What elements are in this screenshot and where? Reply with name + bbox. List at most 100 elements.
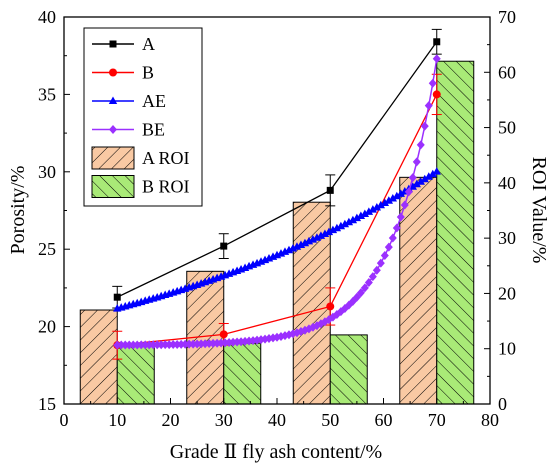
triangle-marker: [328, 225, 338, 234]
triangle-marker: [376, 200, 386, 209]
y-axis-label: Porosity/%: [7, 166, 29, 255]
diamond-marker: [388, 233, 397, 243]
y-tick-label: 30: [38, 162, 56, 182]
bar-hatch: [436, 60, 475, 405]
bar-hatch: [79, 309, 118, 405]
diamond-marker: [392, 223, 401, 233]
bar-a-roi: [399, 176, 438, 405]
diamond-marker: [384, 242, 393, 252]
bar-b-roi: [436, 60, 475, 405]
diamond-marker: [432, 54, 441, 64]
triangle-marker: [352, 213, 362, 222]
circle-marker: [432, 90, 441, 99]
diamond-marker: [420, 121, 429, 131]
circle-marker: [109, 68, 117, 77]
square-marker: [113, 293, 121, 301]
y2-tick-label: 0: [498, 394, 507, 414]
triangle-marker: [336, 221, 346, 230]
x-tick-label: 0: [60, 410, 69, 430]
legend-label: A: [142, 34, 155, 54]
diamond-marker: [416, 140, 425, 150]
diamond-marker: [412, 157, 421, 167]
square-marker: [109, 40, 117, 48]
x-tick-label: 70: [428, 410, 446, 430]
square-marker: [433, 38, 441, 46]
triangle-marker: [428, 169, 437, 178]
triangle-marker: [392, 191, 402, 200]
legend-swatch-hatch: [91, 175, 135, 198]
triangle-marker: [420, 174, 429, 183]
y2-tick-label: 60: [498, 62, 516, 82]
diamond-marker: [356, 288, 365, 298]
diamond-marker: [376, 258, 385, 268]
x-tick-label: 20: [162, 410, 180, 430]
y2-tick-label: 30: [498, 228, 516, 248]
legend-label: BE: [142, 120, 165, 140]
diamond-marker: [380, 251, 389, 261]
triangle-marker: [360, 209, 370, 217]
circle-marker: [219, 330, 228, 339]
bar-hatch: [329, 334, 368, 405]
triangle-marker: [344, 217, 354, 226]
triangle-marker: [332, 223, 342, 232]
diamond-marker: [109, 125, 117, 134]
triangle-marker: [372, 202, 382, 211]
series-be: [113, 54, 441, 350]
legend: AB AE BE A ROI B ROI: [83, 27, 203, 207]
y-tick-label: 15: [38, 394, 56, 414]
triangle-marker: [340, 219, 350, 228]
legend-label: AE: [142, 91, 166, 111]
series-ae: [113, 167, 441, 312]
y2-tick-label: 10: [498, 339, 516, 359]
x-axis-label: Grade Ⅱ fly ash content/%: [170, 441, 382, 463]
bar-hatch: [223, 342, 262, 405]
y-tick-label: 35: [38, 84, 56, 104]
x-tick-label: 50: [321, 410, 339, 430]
triangle-marker: [416, 177, 425, 185]
chart-marks: [79, 28, 475, 405]
y-tick-label: 25: [38, 239, 56, 259]
diamond-marker: [396, 212, 405, 222]
legend-item-b: B: [92, 63, 154, 83]
legend-item-a: A: [92, 34, 155, 54]
triangle-marker: [396, 189, 406, 197]
bar-b-roi: [329, 334, 368, 405]
diamond-marker: [360, 283, 369, 293]
legend-label: B: [142, 63, 154, 83]
diamond-marker: [372, 265, 381, 275]
diamond-marker: [424, 101, 433, 111]
diamond-marker: [404, 187, 413, 197]
legend-label: A ROI: [142, 148, 190, 168]
triangle-marker: [368, 205, 378, 213]
y2-tick-label: 20: [498, 283, 516, 303]
series-line: [117, 94, 438, 346]
triangle-marker: [412, 179, 421, 188]
legend-item-a-roi: A ROI: [91, 146, 190, 170]
triangle-marker: [324, 227, 334, 236]
legend-item-b-roi: B ROI: [91, 175, 190, 198]
y2-tick-label: 40: [498, 173, 516, 193]
triangle-marker: [348, 215, 358, 224]
square-marker: [220, 242, 228, 250]
triangle-marker: [356, 211, 366, 220]
y2-axis-label: ROI Value/%: [528, 157, 550, 264]
y2-tick-label: 50: [498, 118, 516, 138]
x-tick-label: 30: [215, 410, 233, 430]
y2-tick-label: 70: [498, 7, 516, 27]
bar-b-roi: [223, 342, 262, 405]
bar-b-roi: [116, 345, 155, 405]
triangle-marker: [364, 207, 374, 215]
x-tick-label: 60: [375, 410, 393, 430]
triangle-marker: [380, 198, 390, 207]
y-tick-label: 40: [38, 7, 56, 27]
diamond-marker: [364, 277, 373, 287]
y-tick-label: 20: [38, 317, 56, 337]
triangle-marker: [108, 96, 118, 104]
series-a: [112, 28, 442, 309]
legend-swatch-hatch: [91, 146, 135, 170]
legend-item-be: BE: [92, 120, 165, 140]
diamond-marker: [368, 272, 377, 282]
triangle-marker: [320, 229, 330, 238]
triangle-marker: [424, 172, 433, 180]
